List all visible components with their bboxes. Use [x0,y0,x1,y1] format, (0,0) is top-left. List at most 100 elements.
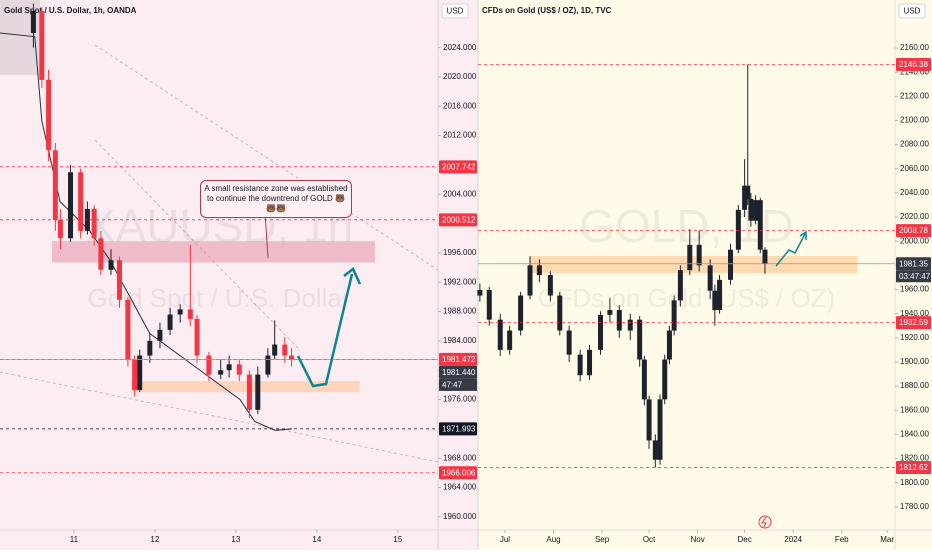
candle-body [666,330,672,360]
candle-body [536,265,542,276]
countdown: 47:47 [442,381,463,390]
candle-body [57,219,63,239]
candle-body [748,198,754,221]
price-label: 2146.38 [899,60,928,69]
candle-body [255,374,261,410]
y-tick-label: 1988.000 [443,307,477,316]
candle-body [646,399,652,441]
candle-body [226,364,232,371]
price-label-box [439,160,477,174]
price-label-box [439,466,477,480]
y-tick-label: 1780.00 [900,502,929,511]
y-tick-label: 2000.00 [900,236,929,245]
candle-body [707,265,713,291]
candle-body [246,374,252,410]
candle-body [68,172,74,239]
candle-body [218,370,224,375]
candle-body [137,355,143,390]
candle-body [91,208,97,239]
y-tick-label: 2024.000 [443,43,477,52]
y-tick-label: 1840.00 [900,429,929,438]
zone [530,256,858,273]
candle-body [187,309,193,319]
news-icon-bolt [761,516,767,528]
x-tick-label: Dec [737,535,751,544]
price-label-box [439,422,477,436]
trend-line [94,44,439,271]
y-tick-label: 1964.000 [443,483,477,492]
trend-line [0,371,439,463]
price-label-box [439,365,477,379]
x-tick-label: 2024 [784,535,802,544]
y-tick-label: 1820.00 [900,454,929,463]
y-tick-label: 1984.000 [443,336,477,345]
zone [130,381,360,393]
candle-body [167,314,173,330]
x-tick-label: 11 [70,535,79,544]
candle-body [742,185,748,210]
candle-body [717,279,723,311]
y-tick-label: 1880.00 [900,381,929,390]
price-label: 2008.78 [899,226,928,235]
candle-body [597,314,603,350]
candle-body [147,340,153,356]
price-label: 2000.512 [442,215,476,224]
arrow-head [343,267,362,285]
y-tick-label: 1900.00 [900,357,929,366]
candle-body [616,310,622,331]
y-tick-label: 1960.000 [443,512,477,521]
candle-body [282,344,288,356]
y-tick-label: 1960.00 [900,285,929,294]
candle-body [652,440,658,460]
candle-body [46,79,52,151]
y-tick-label: 2004.000 [443,189,477,198]
candle-body [566,330,572,355]
candle-body [272,344,278,356]
candle-body [557,295,563,331]
y-tick-label: 1800.00 [900,478,929,487]
price-label: 1812.62 [899,463,928,472]
left-pane-bg [0,0,478,550]
candle-body [677,270,683,301]
candle-body [671,300,677,331]
candle-body [157,329,163,341]
candle-body [687,244,693,271]
y-tick-label: 1920.00 [900,333,929,342]
candle-body [98,238,104,270]
y-tick-label: 1968.000 [443,453,477,462]
watermark: CFDs on Gold (US$ / OZ) [538,283,836,313]
y-tick-label: 2160.00 [900,43,929,52]
price-label: 2007.742 [442,162,476,171]
price-label: 1966.006 [442,468,476,477]
x-tick-label: Nov [691,535,705,544]
y-tick-label: 1940.00 [900,309,929,318]
candle-body [236,364,242,375]
candle-body [78,172,84,231]
candle-body [753,200,759,221]
candle-body [547,275,553,296]
price-label-box [896,57,931,71]
currency-box [441,3,469,19]
price-label: 1932.59 [899,318,928,327]
candle-body [696,244,702,266]
y-tick-label: 2100.00 [900,116,929,125]
candle-body [587,349,593,376]
candle-body [757,200,763,250]
x-tick-label: Mar [880,535,894,544]
countdown-box [439,378,477,391]
watermark: Gold Spot / U.S. Dollar [88,283,351,313]
candle-body [477,289,483,296]
currency: USD [447,7,464,16]
candle-body [194,318,200,356]
candle-body [657,399,663,460]
x-tick-label: 13 [231,535,240,544]
x-tick-label: Aug [546,535,560,544]
candle-body [206,355,212,375]
candle-body [39,10,45,80]
candle-body [627,319,633,331]
y-tick-label: 2080.00 [900,140,929,149]
currency: USD [904,7,921,16]
projection-arrow [775,233,806,267]
news-icon[interactable] [758,515,772,529]
